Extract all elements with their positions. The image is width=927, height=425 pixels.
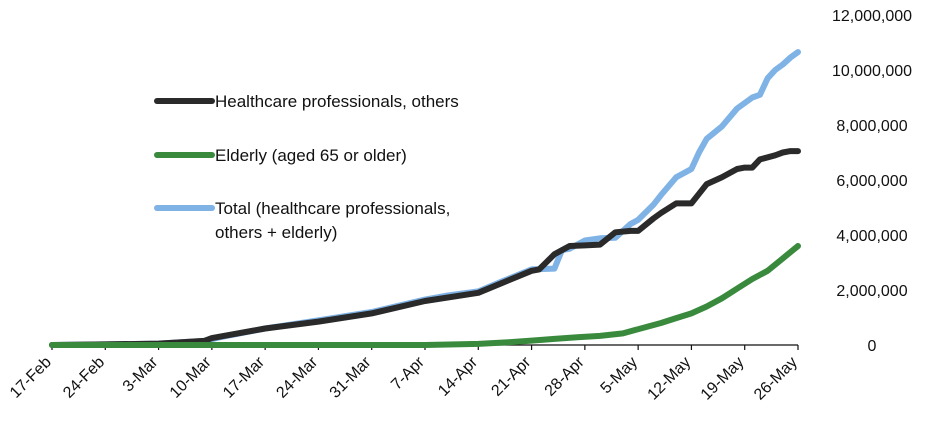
x-tick-label: 28-Apr [542, 353, 588, 399]
x-tick-label: 24-Feb [60, 354, 108, 402]
legend: Healthcare professionals, others Elderly … [154, 92, 459, 242]
series-layer [49, 49, 801, 348]
legend-label: Healthcare professionals, others [215, 92, 459, 111]
series-line-healthcare [49, 148, 801, 348]
x-tick-label: 17-Mar [220, 353, 268, 401]
x-tick-label: 26-May [751, 354, 801, 404]
y-tick-label: 10,000,000 [832, 63, 912, 80]
x-tick-label: 5-May [598, 354, 641, 397]
x-tick-label: 3-Mar [120, 353, 162, 395]
y-tick-label: 2,000,000 [836, 283, 907, 300]
x-tick-label: 14-Apr [435, 353, 481, 399]
legend-label: Total (healthcare professionals, others +… [215, 199, 450, 242]
legend-label: Elderly (aged 65 or older) [215, 146, 407, 165]
y-tick-label: 0 [868, 338, 877, 355]
y-tick-label: 8,000,000 [836, 118, 907, 135]
x-tick-label: 12-May [645, 354, 695, 404]
x-tick-label: 19-May [698, 354, 748, 404]
y-tick-label: 4,000,000 [836, 228, 907, 245]
series-line-elderly [49, 243, 801, 348]
x-tick-label: 31-Mar [327, 353, 375, 401]
y-tick-label: 6,000,000 [836, 173, 907, 190]
x-tick-label: 17-Feb [7, 354, 55, 402]
x-tick-label: 24-Mar [273, 353, 321, 401]
x-tick-label: 21-Apr [488, 353, 534, 399]
y-tick-label: 12,000,000 [832, 8, 912, 25]
x-tick-label: 10-Mar [167, 353, 215, 401]
x-tick-label: 7-Apr [388, 353, 428, 393]
